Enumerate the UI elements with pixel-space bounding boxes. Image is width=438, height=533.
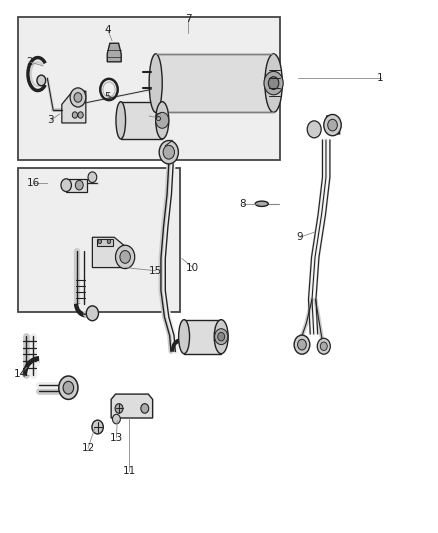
Ellipse shape: [265, 54, 283, 112]
Circle shape: [120, 251, 131, 263]
Polygon shape: [92, 237, 125, 268]
Text: 7: 7: [185, 14, 192, 25]
Ellipse shape: [255, 201, 268, 206]
Circle shape: [215, 329, 228, 345]
Circle shape: [324, 115, 341, 136]
Circle shape: [159, 141, 178, 164]
Text: 1: 1: [377, 73, 384, 83]
Circle shape: [320, 342, 327, 351]
Text: 6: 6: [155, 112, 161, 123]
Text: 15: 15: [149, 266, 162, 276]
Text: 2: 2: [26, 57, 32, 67]
Circle shape: [294, 335, 310, 354]
Text: 12: 12: [81, 443, 95, 453]
Ellipse shape: [149, 54, 162, 112]
Text: 13: 13: [110, 433, 123, 443]
Text: 16: 16: [27, 177, 40, 188]
Circle shape: [307, 121, 321, 138]
Circle shape: [61, 179, 71, 191]
Circle shape: [113, 414, 120, 424]
Polygon shape: [111, 394, 152, 418]
Circle shape: [92, 420, 103, 434]
Bar: [184, 320, 221, 354]
Circle shape: [88, 172, 97, 182]
Circle shape: [59, 376, 78, 399]
Ellipse shape: [214, 320, 228, 354]
Ellipse shape: [116, 102, 126, 139]
Circle shape: [317, 338, 330, 354]
Circle shape: [115, 403, 123, 413]
Circle shape: [72, 112, 78, 118]
Circle shape: [141, 403, 149, 413]
Bar: [18, 17, 280, 160]
Circle shape: [70, 88, 86, 107]
Polygon shape: [66, 179, 87, 191]
Circle shape: [98, 239, 102, 244]
Bar: [18, 168, 180, 312]
Circle shape: [75, 180, 83, 190]
Circle shape: [107, 239, 111, 244]
Circle shape: [163, 146, 174, 159]
Circle shape: [86, 306, 99, 321]
Circle shape: [63, 381, 74, 394]
Polygon shape: [62, 91, 86, 123]
Polygon shape: [107, 43, 121, 62]
Circle shape: [74, 93, 82, 102]
Circle shape: [155, 112, 169, 128]
Text: 10: 10: [186, 263, 199, 272]
Circle shape: [297, 340, 306, 350]
Circle shape: [116, 245, 135, 269]
Bar: [97, 239, 113, 246]
Circle shape: [78, 112, 83, 118]
Ellipse shape: [179, 320, 190, 354]
Circle shape: [37, 75, 46, 86]
Text: 9: 9: [297, 232, 303, 243]
Ellipse shape: [155, 102, 169, 139]
Text: 4: 4: [104, 25, 111, 35]
Text: 8: 8: [240, 199, 246, 209]
Circle shape: [264, 71, 283, 95]
Text: 3: 3: [48, 115, 54, 125]
Text: 5: 5: [104, 92, 111, 102]
Text: 11: 11: [123, 466, 136, 476]
Circle shape: [328, 119, 337, 131]
Bar: [155, 54, 274, 112]
Circle shape: [218, 333, 225, 341]
Circle shape: [268, 77, 279, 90]
Text: 14: 14: [14, 369, 27, 379]
Bar: [121, 102, 162, 139]
